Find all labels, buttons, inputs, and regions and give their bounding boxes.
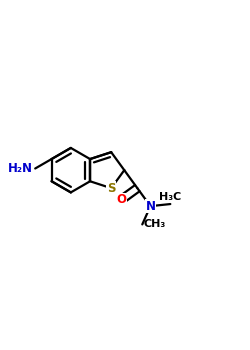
- Text: O: O: [116, 194, 126, 206]
- Text: H₃C: H₃C: [159, 192, 182, 202]
- Text: N: N: [146, 199, 156, 213]
- Text: H₂N: H₂N: [8, 162, 33, 175]
- Text: S: S: [107, 182, 116, 195]
- Text: CH₃: CH₃: [144, 219, 166, 229]
